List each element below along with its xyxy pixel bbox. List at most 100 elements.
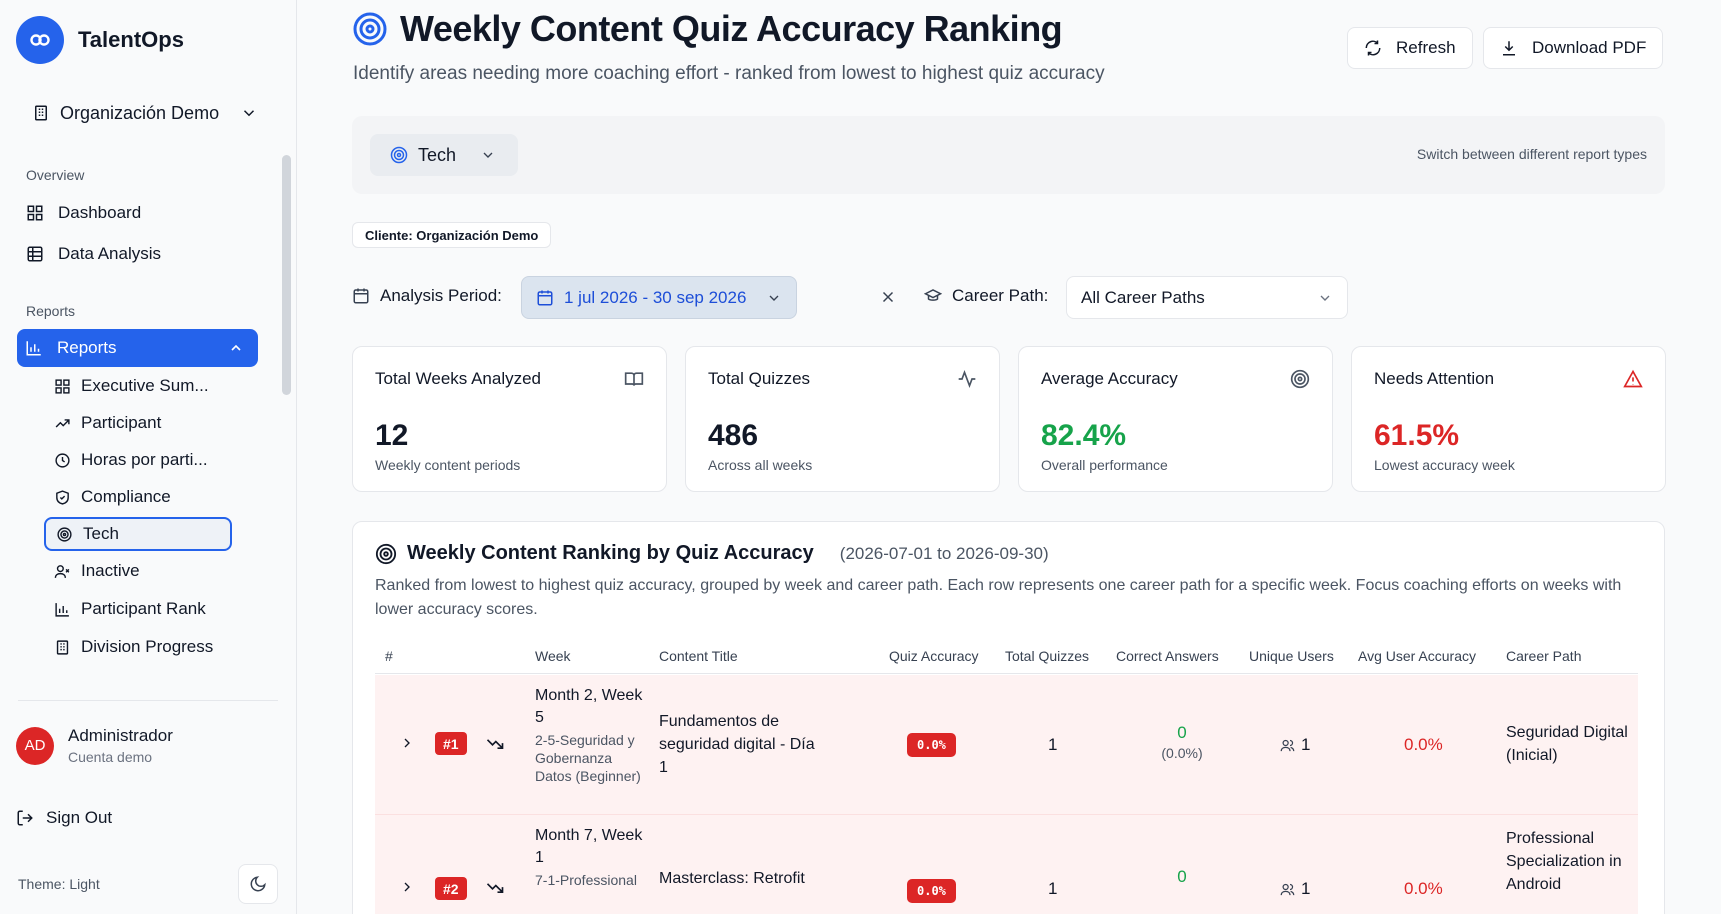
- stat-subtitle: Weekly content periods: [375, 457, 521, 473]
- column-header[interactable]: Career Path: [1506, 648, 1582, 664]
- unique-users-cell: 1: [1280, 879, 1310, 899]
- log-out-icon: [16, 809, 34, 827]
- users-icon: [1280, 738, 1295, 753]
- column-header[interactable]: Unique Users: [1249, 648, 1334, 664]
- sidebar-item-inactive[interactable]: Inactive: [44, 554, 232, 588]
- content-title: Fundamentos de seguridad digital - Día 1: [659, 713, 815, 776]
- stat-subtitle: Overall performance: [1041, 457, 1168, 473]
- sidebar-item-tech[interactable]: Tech: [44, 517, 232, 551]
- ranking-header: Weekly Content Ranking by Quiz Accuracy …: [375, 542, 1049, 565]
- sidebar-item-participant[interactable]: Participant: [44, 406, 232, 440]
- avatar: AD: [16, 726, 54, 765]
- trending-down-icon: [485, 734, 505, 754]
- section-label-overview: Overview: [26, 167, 85, 183]
- chevron-down-icon: [766, 290, 782, 306]
- stat-value: 61.5%: [1374, 419, 1460, 452]
- report-type-select[interactable]: Tech: [370, 134, 518, 176]
- sidebar-item-label: Participant: [81, 413, 162, 432]
- column-header[interactable]: Total Quizzes: [1005, 648, 1090, 664]
- target-icon: [375, 543, 397, 565]
- column-header[interactable]: Correct Answers: [1116, 648, 1219, 664]
- sidebar-item-label: Dashboard: [58, 203, 142, 222]
- content-title: Masterclass: Retrofit: [659, 870, 805, 887]
- column-header[interactable]: Avg User Accuracy: [1358, 648, 1477, 664]
- activity-icon: [957, 369, 977, 389]
- stat-title: Average Accuracy: [1041, 369, 1178, 388]
- grid-icon: [26, 204, 44, 222]
- refresh-label: Refresh: [1396, 38, 1456, 57]
- app-name: TalentOps: [78, 27, 184, 52]
- close-icon: [879, 288, 897, 306]
- user-name: Administrador: [68, 726, 173, 745]
- chevron-up-icon: [228, 340, 244, 356]
- clear-date-button[interactable]: [879, 288, 897, 306]
- analysis-period-text: Analysis Period:: [380, 286, 502, 305]
- unique-users-count: 1: [1301, 879, 1311, 898]
- week-label: Month 7, Week 1: [535, 827, 643, 866]
- sidebar-item-label: Inactive: [81, 561, 140, 580]
- career-path-value: All Career Paths: [1081, 287, 1205, 307]
- book-open-icon: [624, 369, 644, 389]
- brand[interactable]: TalentOps: [16, 16, 184, 64]
- career-path-label: Career Path:: [924, 286, 1048, 306]
- sidebar-item-horas[interactable]: Horas por parti...: [44, 443, 232, 477]
- week-module: 2-5-Seguridad y Gobernanza Datos (Beginn…: [535, 732, 641, 784]
- career-path: Professional Specialization in Android: [1506, 830, 1622, 893]
- date-range-picker[interactable]: 1 jul 2026 - 30 sep 2026: [521, 276, 797, 319]
- chevron-down-icon: [1317, 290, 1333, 306]
- correct-answers-cell: 0: [1127, 867, 1237, 887]
- sign-out-button[interactable]: Sign Out: [16, 808, 112, 828]
- avg-user-accuracy: 0.0%: [1404, 735, 1443, 754]
- sidebar-item-label: Data Analysis: [58, 244, 161, 263]
- sidebar-scrollbar[interactable]: [282, 155, 291, 395]
- sidebar-item-label: Participant Rank: [81, 599, 206, 618]
- sidebar-item-label: Division Progress: [81, 637, 214, 656]
- total-quizzes: 1: [1048, 879, 1058, 898]
- career-path-select[interactable]: All Career Paths: [1066, 276, 1348, 319]
- table-row[interactable]: #1 Month 2, Week 5 2-5-Seguridad y Gober…: [375, 675, 1638, 815]
- grid-icon: [54, 378, 71, 395]
- user-profile[interactable]: AD Administrador Cuenta demo: [16, 726, 173, 765]
- quiz-accuracy-badge: 0.0%: [907, 733, 956, 757]
- ranking-date-range: (2026-07-01 to 2026-09-30): [839, 543, 1049, 563]
- rank-badge: #1: [435, 732, 467, 755]
- ranking-title: Weekly Content Ranking by Quiz Accuracy: [407, 542, 814, 564]
- total-quizzes: 1: [1048, 735, 1058, 754]
- column-header[interactable]: Content Title: [659, 648, 738, 664]
- table-row[interactable]: #2 Month 7, Week 1 7-1-Professional Mast…: [375, 815, 1638, 914]
- correct-count: 0: [1177, 723, 1187, 742]
- refresh-button[interactable]: Refresh: [1347, 27, 1473, 69]
- target-icon: [1290, 369, 1310, 389]
- expand-row-button[interactable]: [399, 879, 415, 895]
- week-module: 7-1-Professional: [535, 872, 637, 888]
- graduation-cap-icon: [924, 287, 942, 305]
- sidebar-item-division-progress[interactable]: Division Progress: [44, 630, 232, 664]
- stat-value: 12: [375, 419, 409, 452]
- bar-chart-icon: [54, 601, 71, 618]
- column-header[interactable]: Quiz Accuracy: [889, 648, 979, 664]
- theme-toggle-button[interactable]: [238, 864, 278, 904]
- download-pdf-button[interactable]: Download PDF: [1483, 27, 1664, 69]
- stat-title: Total Weeks Analyzed: [375, 369, 541, 388]
- sidebar-item-reports[interactable]: Reports: [17, 329, 258, 367]
- table-header: # Week Content Title Quiz Accuracy Total…: [375, 638, 1638, 674]
- alert-triangle-icon: [1623, 369, 1643, 389]
- correct-percent: (0.0%): [1161, 745, 1203, 761]
- organization-select[interactable]: Organización Demo: [20, 96, 270, 130]
- filter-bar: Analysis Period: 1 jul 2026 - 30 sep 202…: [352, 276, 1665, 319]
- correct-count: 0: [1177, 867, 1187, 886]
- analysis-period-label: Analysis Period:: [352, 286, 502, 306]
- organization-name: Organización Demo: [60, 102, 220, 123]
- sidebar-item-participant-rank[interactable]: Participant Rank: [44, 592, 232, 626]
- sidebar-divider: [18, 700, 278, 701]
- sidebar-item-executive-summary[interactable]: Executive Sum...: [44, 369, 232, 403]
- sidebar-item-dashboard[interactable]: Dashboard: [18, 195, 258, 231]
- sidebar-item-data-analysis[interactable]: Data Analysis: [18, 236, 258, 272]
- expand-row-button[interactable]: [399, 735, 415, 751]
- table-icon: [26, 245, 44, 263]
- column-header[interactable]: Week: [535, 648, 571, 664]
- stat-subtitle: Across all weeks: [708, 457, 813, 473]
- column-header[interactable]: #: [385, 648, 393, 664]
- sidebar-item-label: Horas por parti...: [81, 450, 208, 469]
- sidebar-item-compliance[interactable]: Compliance: [44, 480, 232, 514]
